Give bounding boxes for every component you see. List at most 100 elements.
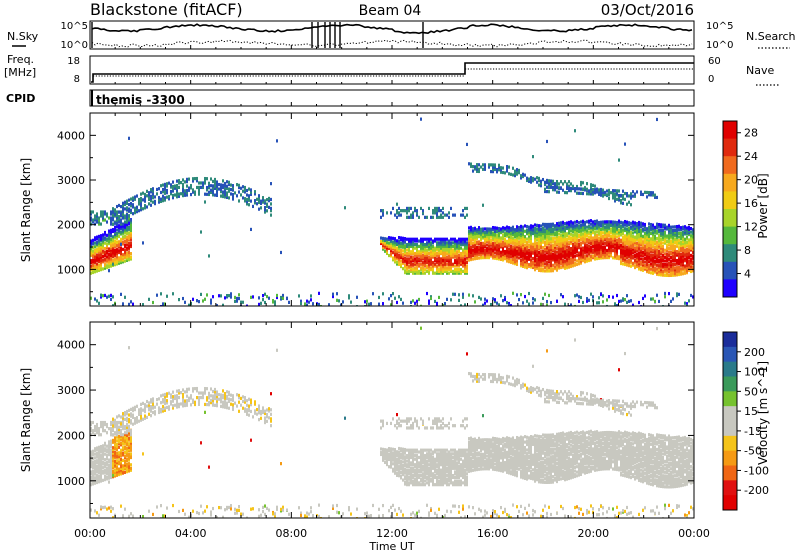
power-cell: [546, 181, 548, 185]
power-cell: [116, 253, 118, 257]
power-cell: [98, 258, 100, 262]
power-cell: [618, 198, 620, 202]
power-cell: [602, 188, 604, 192]
power-cell: [462, 251, 464, 256]
power-cell: [632, 236, 634, 240]
velocity-cell: [100, 420, 102, 425]
power-cell: [676, 237, 678, 241]
velocity-cell: [108, 440, 110, 444]
power-cell: [96, 269, 98, 273]
power-cell: [224, 181, 226, 186]
power-cell: [454, 243, 456, 247]
power-cell: [146, 205, 148, 209]
power-cell: [610, 250, 612, 254]
power-cell: [630, 255, 632, 259]
power-cell: [152, 200, 154, 204]
power-cell: [398, 259, 400, 263]
power-cell: [476, 229, 478, 234]
power-cell: [570, 182, 572, 186]
power-cell: [422, 260, 424, 265]
power-cell: [624, 236, 626, 240]
power-cell: [130, 218, 132, 222]
power-cell: [652, 264, 654, 268]
power-cell: [474, 235, 476, 239]
velocity-cell: [118, 451, 120, 455]
power-cell: [186, 188, 188, 193]
power-cell: [236, 296, 238, 301]
power-cell: [548, 224, 550, 228]
velocity-cell: [104, 443, 106, 447]
power-cell: [486, 230, 488, 235]
power-cell: [476, 165, 478, 169]
power-cell: [260, 199, 262, 203]
power-cell: [100, 212, 102, 216]
velocity-cell: [120, 448, 122, 452]
power-cell: [472, 244, 474, 249]
power-cell: [408, 206, 410, 211]
power-cell: [492, 249, 494, 253]
power-cell: [684, 268, 686, 272]
power-cell: [562, 220, 564, 224]
power-cell: [396, 253, 398, 257]
power-cell: [630, 192, 632, 196]
power-cell: [118, 258, 120, 262]
power-cell: [106, 233, 108, 237]
power-cell: [246, 197, 248, 202]
power-cell: [480, 229, 482, 233]
power-cell: [566, 225, 568, 229]
power-cell: [510, 233, 512, 238]
power-cell: [94, 238, 96, 242]
power-cell: [566, 248, 568, 252]
power-cell: [622, 201, 624, 205]
power-cell: [434, 255, 436, 259]
power-cell: [568, 184, 570, 188]
power-cell: [588, 224, 590, 229]
power-cell: [382, 209, 384, 213]
power-cell: [436, 268, 438, 272]
power-cell: [402, 252, 404, 256]
velocity-cell: [110, 439, 112, 443]
power-cell: [680, 261, 682, 266]
power-cell: [550, 251, 552, 255]
power-cell: [576, 246, 578, 250]
power-cell: [94, 261, 96, 265]
power-cell: [492, 231, 494, 235]
power-cell: [560, 221, 562, 225]
power-cell: [254, 190, 256, 194]
power-cell: [664, 295, 666, 299]
power-cell: [530, 242, 532, 246]
power-cell: [606, 227, 608, 231]
power-cell: [478, 245, 480, 249]
velocity-cell: [120, 437, 122, 441]
power-cell: [470, 236, 472, 240]
power-cell: [414, 246, 416, 250]
power-cell: [424, 246, 426, 250]
power-cell: [578, 224, 580, 228]
power-cell: [548, 230, 550, 234]
power-cell: [682, 254, 684, 258]
power-cell: [264, 199, 266, 203]
power-cell: [546, 262, 548, 266]
power-cell: [108, 231, 110, 235]
power-cell: [496, 249, 498, 254]
power-cell: [554, 258, 556, 262]
power-cell: [128, 238, 130, 242]
power-cell: [688, 238, 690, 242]
power-cell: [544, 235, 546, 239]
power-cell: [668, 232, 670, 236]
power-cell: [602, 231, 604, 235]
velocity-cell: [104, 474, 106, 478]
power-cell: [686, 269, 688, 273]
power-cell: [640, 190, 642, 194]
velocity-cell: [118, 430, 120, 434]
power-cell: [450, 257, 452, 261]
power-ylabel: Slant Range [km]: [19, 158, 33, 262]
power-cell: [528, 227, 530, 231]
power-cell: [604, 250, 606, 254]
power-cell: [522, 248, 524, 252]
power-cell: [460, 246, 462, 250]
power-cell: [556, 227, 558, 231]
power-cell: [514, 171, 516, 176]
power-cell: [534, 252, 536, 256]
power-cell: [536, 227, 538, 231]
